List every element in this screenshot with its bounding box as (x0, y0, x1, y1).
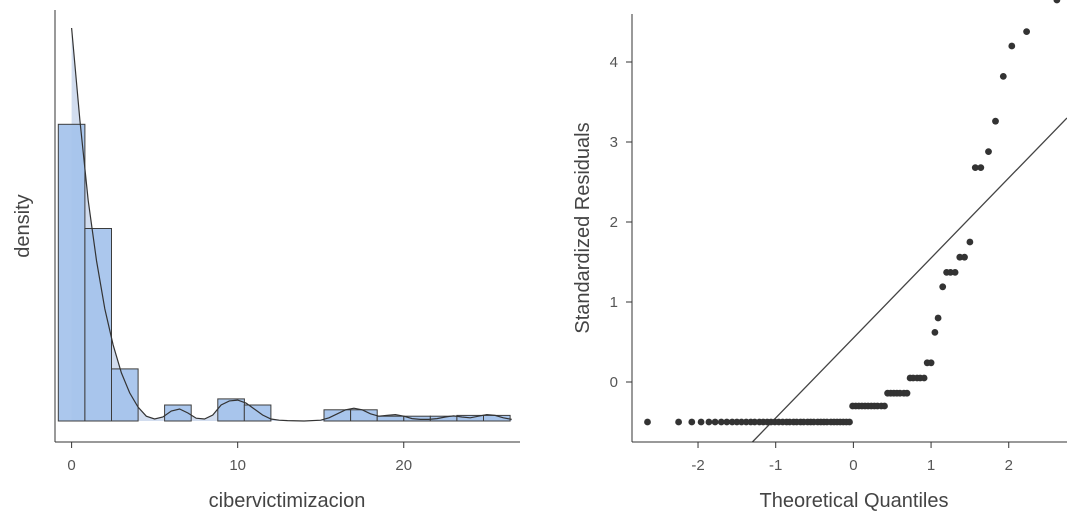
qq-point (711, 418, 719, 426)
histogram-bar (350, 409, 378, 422)
qq-point (903, 389, 911, 397)
histogram-bar (164, 404, 192, 422)
qq-y-ticks: 0 1 2 3 4 (610, 54, 632, 391)
qq-y-tick-label: 2 (610, 214, 618, 231)
qq-plot-panel: -2 -1 0 1 2 0 1 2 3 4 Theoretical Quantiles Stan… (572, 0, 1067, 512)
qq-point (705, 418, 713, 426)
qq-y-axis-label: Standardized Residuals (572, 122, 594, 333)
qq-point (688, 418, 696, 426)
histogram-bars (57, 123, 511, 422)
histogram-bar (84, 228, 113, 422)
qq-point (1023, 28, 1030, 35)
qq-x-tick-label: 1 (927, 457, 935, 474)
qq-x-ticks: -2 -1 0 1 2 (691, 442, 1013, 474)
density-area (71, 28, 512, 421)
qq-y-tick-label: 3 (610, 134, 618, 151)
qq-x-axis-label: Theoretical Quantiles (760, 490, 949, 512)
qq-point (939, 283, 947, 291)
qq-point (881, 402, 888, 410)
histogram-bar (243, 404, 272, 422)
qq-reference-line (751, 117, 1067, 443)
qq-y-tick-label: 1 (610, 294, 618, 311)
histogram-x-tick-label: 10 (229, 457, 246, 474)
qq-point (717, 418, 725, 426)
qq-point (934, 314, 942, 322)
density-line-path (71, 27, 512, 422)
qq-point (675, 418, 682, 426)
qq-point (927, 359, 935, 367)
qq-point (920, 374, 928, 382)
qq-point (697, 418, 705, 426)
qq-x-tick-label: 2 (1005, 457, 1013, 474)
density-curve (71, 27, 512, 422)
histogram-y-axis-label: density (12, 194, 34, 257)
qq-point (723, 418, 731, 426)
qq-reference-line-shape (751, 117, 1067, 443)
histogram-x-tick-label: 0 (67, 457, 75, 474)
qq-x-tick-label: 0 (849, 457, 857, 474)
qq-x-tick-label: -1 (769, 457, 782, 474)
qq-point (1053, 0, 1061, 4)
qq-y-tick-label: 0 (610, 374, 618, 391)
qq-point (985, 148, 992, 156)
qq-points (644, 0, 1061, 426)
qq-point (1008, 42, 1016, 50)
qq-point (728, 418, 736, 426)
qq-point (971, 164, 979, 172)
qq-point (966, 238, 974, 246)
qq-point (999, 73, 1007, 80)
qq-point (751, 418, 759, 426)
histogram-bar (111, 368, 139, 422)
qq-point (956, 253, 964, 261)
qq-point (846, 418, 853, 426)
histogram-x-axis-label: cibervictimizacion (209, 490, 366, 512)
histogram-bar (376, 415, 405, 422)
density-area-shape (71, 28, 512, 421)
histogram-panel: 0 10 20 cibervictimizacion density (12, 10, 520, 512)
qq-point (644, 418, 651, 426)
histogram-bar (323, 409, 352, 422)
histogram-x-tick-label: 20 (395, 457, 412, 474)
qq-point (951, 269, 959, 276)
qq-y-tick-label: 4 (610, 54, 618, 71)
histogram-x-ticks: 0 10 20 (67, 442, 412, 474)
qq-point (961, 253, 968, 261)
histogram-bar (57, 123, 86, 422)
qq-point (977, 164, 985, 172)
qq-x-tick-label: -2 (691, 457, 704, 474)
qq-point (992, 117, 999, 125)
histogram-bar (217, 398, 245, 422)
qq-point (931, 329, 939, 336)
qq-point (738, 418, 745, 426)
